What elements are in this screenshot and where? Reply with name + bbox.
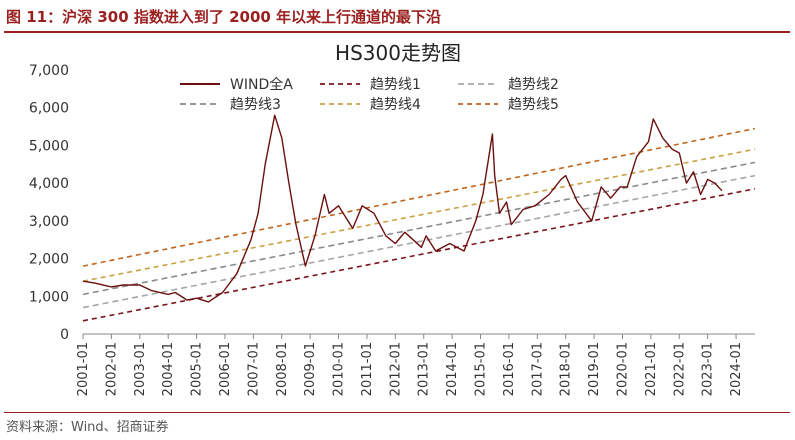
x-tick-label: 2009-01: [303, 342, 318, 396]
x-tick-label: 2002-01: [104, 342, 119, 396]
hs300-chart: HS300走势图 0 1,000 2,000 3,000 4,000 5,000 6,000…: [29, 41, 756, 396]
legend-label: 趋势线3: [230, 97, 281, 113]
source-note: 资料来源：Wind、招商证券: [6, 420, 169, 435]
series-line-trend1: [82, 188, 756, 322]
x-tick-label: 2003-01: [133, 342, 148, 396]
legend-label: 趋势线4: [370, 97, 421, 113]
x-tick-label: 2023-01: [701, 342, 716, 396]
y-tick-label: 5,000: [29, 138, 69, 154]
x-tick-label: 2022-01: [672, 342, 687, 396]
x-tick-label: 2008-01: [275, 342, 290, 396]
x-tick-label: 2016-01: [502, 342, 517, 396]
chart-legend: WIND全A 趋势线1 趋势线2 趋势线3 趋势线4 趋势线5: [180, 76, 559, 113]
y-axis-ticks: 0 1,000 2,000 3,000 4,000 5,000 6,000 7,000: [29, 63, 69, 343]
x-tick-label: 2017-01: [530, 342, 545, 396]
y-tick-label: 6,000: [29, 101, 69, 117]
chart-series: [82, 114, 756, 322]
x-tick-label: 2012-01: [388, 342, 403, 396]
x-axis-ticks: 2001-01 2002-01 2003-01 2004-01 2005-01 2006-…: [76, 334, 744, 396]
legend-label: 趋势线5: [508, 97, 559, 113]
y-tick-label: 0: [60, 327, 69, 343]
chart-title: HS300走势图: [335, 41, 461, 65]
x-tick-label: 2020-01: [615, 342, 630, 396]
series-line-trend2: [82, 174, 756, 309]
series-line-wind: [82, 114, 723, 303]
x-tick-label: 2006-01: [218, 342, 233, 396]
x-tick-label: 2015-01: [474, 342, 489, 396]
legend-label: 趋势线1: [370, 77, 421, 93]
x-tick-label: 2024-01: [729, 342, 744, 396]
footer-divider: [4, 412, 790, 413]
legend-label: 趋势线2: [508, 77, 559, 93]
y-tick-label: 1,000: [29, 289, 69, 305]
header-divider: [4, 31, 790, 33]
y-tick-label: 3,000: [29, 214, 69, 230]
x-tick-label: 2011-01: [360, 342, 375, 396]
x-tick-label: 2018-01: [559, 342, 574, 396]
figure-title: 图 11：沪深 300 指数进入到了 2000 年以来上行通道的最下沿: [6, 8, 442, 26]
y-tick-label: 7,000: [29, 63, 69, 79]
x-tick-label: 2007-01: [246, 342, 261, 396]
x-tick-label: 2005-01: [190, 342, 205, 396]
x-tick-label: 2004-01: [161, 342, 176, 396]
x-tick-label: 2001-01: [76, 342, 91, 396]
y-tick-label: 2,000: [29, 252, 69, 268]
x-tick-label: 2010-01: [332, 342, 347, 396]
legend-label: WIND全A: [230, 76, 293, 93]
x-tick-label: 2013-01: [417, 342, 432, 396]
series-line-trend5: [82, 127, 756, 267]
x-tick-label: 2021-01: [644, 342, 659, 396]
y-tick-label: 4,000: [29, 176, 69, 192]
series-line-trend3: [82, 161, 756, 296]
series-line-trend4: [82, 148, 756, 282]
x-tick-label: 2014-01: [445, 342, 460, 396]
figure-header: 图 11：沪深 300 指数进入到了 2000 年以来上行通道的最下沿: [0, 0, 795, 36]
x-tick-label: 2019-01: [587, 342, 602, 396]
